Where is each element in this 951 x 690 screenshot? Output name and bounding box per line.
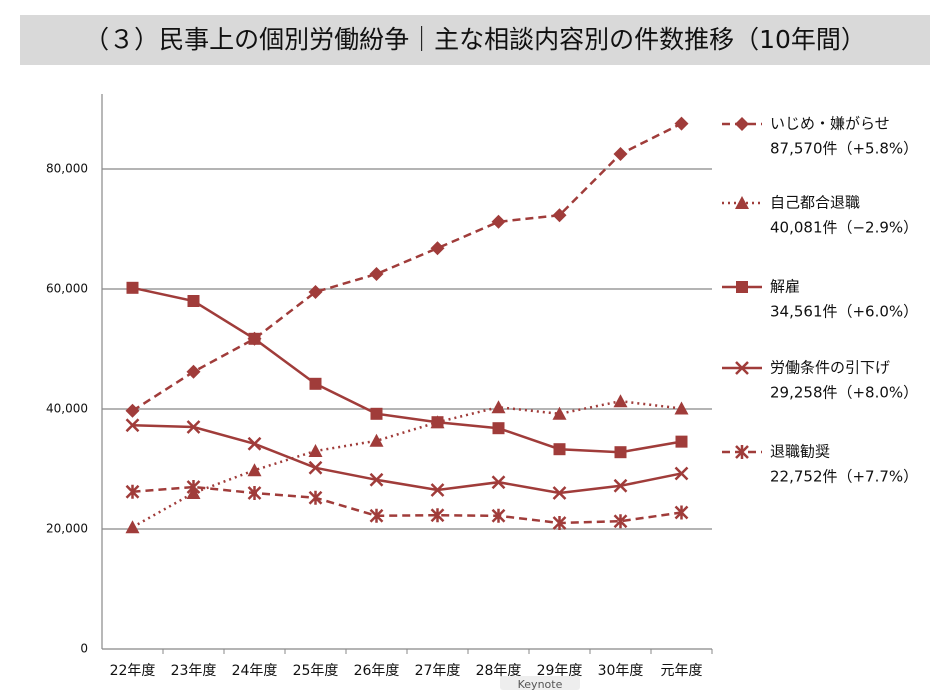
x-tick-label: 24年度	[232, 663, 278, 679]
marker	[186, 364, 201, 379]
marker	[369, 472, 384, 487]
marker	[492, 422, 505, 435]
marker	[735, 117, 749, 131]
marker	[247, 463, 262, 477]
marker	[248, 332, 261, 345]
marker	[553, 443, 566, 456]
watermark-bg	[500, 676, 580, 690]
x-tick-label: 元年度	[661, 663, 703, 679]
legend-note: 40,081件（−2.9%）	[770, 219, 918, 237]
marker	[126, 281, 139, 294]
y-tick-label: 60,000	[46, 282, 88, 296]
marker	[735, 445, 749, 459]
marker	[430, 483, 445, 497]
series-line	[131, 399, 682, 529]
marker	[125, 418, 140, 433]
marker	[491, 475, 506, 490]
marker	[613, 394, 628, 408]
marker	[125, 484, 140, 499]
legend-label: いじめ・嫌がらせ	[770, 115, 890, 133]
series-line	[132, 485, 682, 525]
x-tick-label: 23年度	[171, 663, 217, 679]
marker	[308, 285, 323, 299]
marker	[675, 435, 688, 448]
marker	[491, 508, 506, 523]
marker	[674, 401, 689, 415]
marker	[735, 196, 749, 209]
marker	[736, 281, 748, 293]
legend-note: 22,752件（+7.7%）	[770, 468, 918, 486]
series-line	[132, 423, 682, 495]
marker	[735, 361, 749, 375]
marker	[431, 416, 444, 429]
marker	[430, 508, 445, 523]
series-line	[132, 286, 682, 454]
marker	[187, 295, 200, 307]
legend-label: 労働条件の引下げ	[770, 359, 890, 377]
marker	[125, 520, 140, 534]
marker	[552, 516, 567, 530]
series-line	[131, 122, 683, 412]
legend-label: 自己都合退職	[770, 194, 860, 212]
marker	[552, 208, 567, 223]
marker	[491, 214, 506, 229]
marker	[247, 436, 262, 451]
x-tick-label: 27年度	[415, 663, 461, 679]
marker	[674, 505, 689, 520]
title-bar	[20, 15, 930, 65]
marker	[674, 466, 689, 481]
marker	[613, 514, 628, 529]
marker	[186, 420, 201, 434]
marker	[308, 490, 323, 505]
marker	[613, 147, 628, 161]
watermark: Keynote	[518, 678, 563, 690]
marker	[614, 446, 627, 459]
legend-note: 87,570件（+5.8%）	[770, 140, 918, 158]
x-tick-label: 29年度	[537, 663, 583, 679]
marker	[309, 377, 322, 390]
marker	[369, 508, 384, 523]
x-tick-label: 22年度	[110, 663, 156, 679]
x-tick-label: 25年度	[293, 663, 339, 679]
marker	[369, 433, 384, 447]
marker	[674, 116, 689, 131]
y-tick-label: 20,000	[46, 522, 88, 536]
marker	[308, 444, 323, 457]
legend-label: 退職勧奨	[770, 443, 830, 461]
x-tick-label: 30年度	[598, 663, 644, 679]
marker	[613, 478, 628, 493]
marker	[552, 486, 567, 500]
legend-note: 34,561件（+6.0%）	[770, 303, 918, 321]
y-tick-label: 80,000	[46, 162, 88, 176]
marker	[247, 486, 262, 500]
legend-note: 29,258件（+8.0%）	[770, 384, 918, 402]
chart-title: （３）民事上の個別労働紛争｜主な相談内容別の件数推移（10年間）	[84, 25, 866, 54]
y-tick-label: 40,000	[46, 402, 88, 416]
marker	[430, 241, 445, 256]
marker	[370, 407, 383, 420]
marker	[491, 400, 506, 414]
legend-label: 解雇	[770, 278, 800, 296]
marker	[552, 406, 567, 420]
marker	[186, 480, 201, 494]
marker	[369, 267, 384, 281]
x-tick-label: 26年度	[354, 663, 400, 679]
marker	[308, 460, 323, 475]
marker	[125, 403, 140, 418]
y-tick-label: 0	[80, 642, 88, 656]
x-tick-label: 28年度	[476, 663, 522, 679]
